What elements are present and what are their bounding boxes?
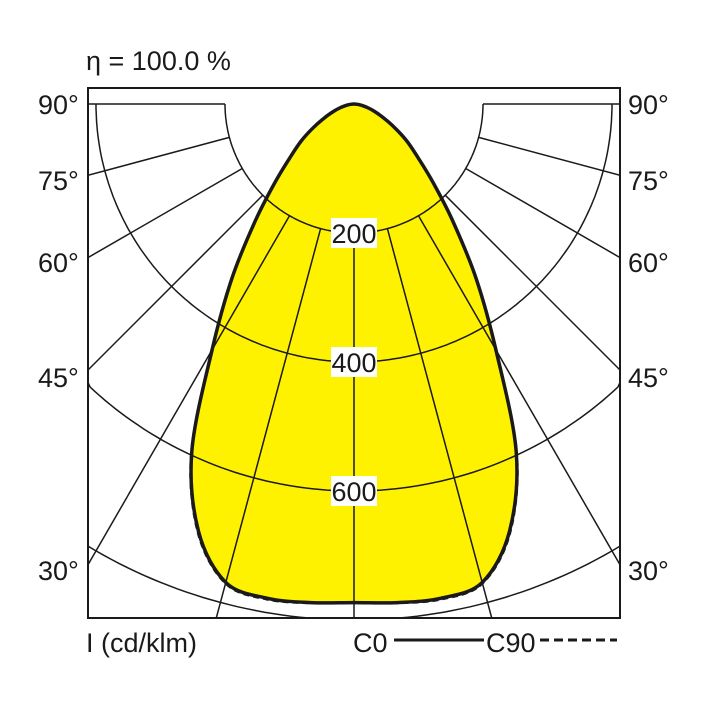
angle-label-left: 90°: [38, 90, 79, 120]
legend-c0-label: C0: [353, 628, 388, 658]
plot-frame: [87, 87, 621, 619]
grid-spoke-15: [215, 228, 322, 618]
angle-label-left: 75°: [38, 166, 79, 196]
series-c90-curve: [189, 103, 519, 605]
chart-title: η = 100.0 %: [86, 46, 231, 76]
angle-label-right: 90°: [628, 90, 669, 120]
grid-spoke-15: [386, 228, 493, 618]
radial-label-bg: [331, 218, 377, 248]
radial-tick-label: 400: [331, 348, 376, 378]
unit-label: I (cd/klm): [86, 628, 197, 658]
radial-tick-label: 200: [331, 219, 376, 249]
grid-spoke-45: [88, 194, 264, 371]
angle-label-right: 30°: [628, 556, 669, 586]
angle-label-left: 30°: [38, 556, 79, 586]
grid-spoke-30: [88, 215, 291, 566]
radial-tick-label: 600: [331, 477, 376, 507]
grid-spoke-75: [88, 136, 230, 176]
radial-label-bg: [331, 476, 377, 506]
grid-spoke-60: [465, 167, 620, 259]
angle-label-left: 60°: [38, 248, 79, 278]
grid-spoke-60: [88, 167, 243, 259]
angle-label-left: 45°: [38, 363, 79, 393]
angle-label-right: 45°: [628, 363, 669, 393]
legend-c90-label: C90: [486, 628, 536, 658]
grid-spoke-45: [444, 194, 620, 371]
radial-label-bg: [331, 347, 377, 377]
grid-spoke-75: [478, 136, 620, 176]
angle-label-right: 60°: [628, 248, 669, 278]
grid-spoke-30: [417, 215, 620, 566]
angle-label-right: 75°: [628, 166, 669, 196]
